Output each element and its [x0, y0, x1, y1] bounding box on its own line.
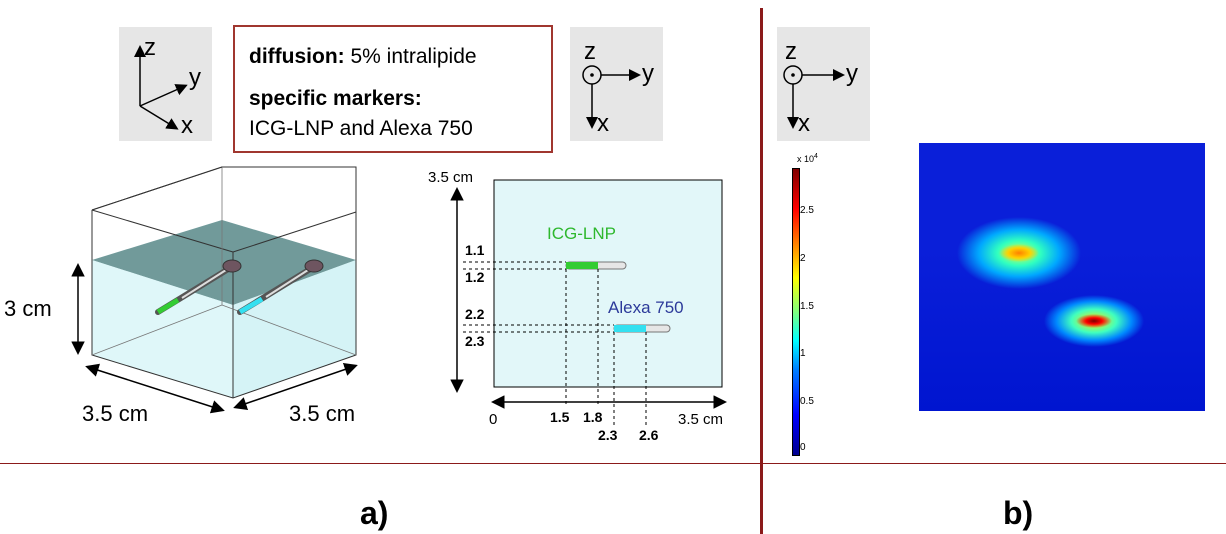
y-tick-1-2: 1.2 — [465, 269, 485, 285]
x-tick-1-5: 1.5 — [550, 409, 570, 425]
top-view-x-size: 3.5 cm — [678, 411, 724, 428]
colorbar-exponent: x 104 — [797, 153, 818, 164]
colorbar-tick-0: 0 — [800, 442, 806, 453]
top-view-origin: 0 — [489, 411, 498, 428]
axes-top-a-y-label: y — [642, 60, 654, 87]
colorbar — [792, 168, 800, 456]
y-tick-2-3: 2.3 — [465, 333, 485, 349]
axes-3d-y-label: y — [189, 64, 201, 91]
cube-width-left-label: 3.5 cm — [82, 401, 149, 426]
axes-3d-x-label: x — [181, 112, 193, 139]
colorbar-tick-1: 1 — [800, 348, 806, 359]
markers-label: specific markers: — [249, 87, 422, 110]
axes-top-a-box — [570, 27, 663, 141]
axes-top-b-x-label: x — [798, 110, 810, 137]
panel-b-label: b) — [1003, 495, 1034, 531]
axes-top-b-y-label: y — [846, 60, 858, 87]
x-tick-2-3: 2.3 — [598, 427, 618, 443]
vertical-divider — [760, 8, 763, 534]
markers-label-line: specific markers: — [249, 87, 422, 111]
axes-top-b-z-label: z — [785, 38, 797, 65]
diffusion-line: diffusion: 5% intralipide — [249, 45, 477, 69]
x-tick-1-8: 1.8 — [583, 409, 603, 425]
colorbar-tick-0-5: 0.5 — [800, 396, 814, 407]
axes-top-a-x-label: x — [597, 110, 609, 137]
horizontal-divider — [0, 463, 1226, 464]
diffusion-value: 5% intralipide — [350, 45, 477, 68]
markers-value: ICG-LNP and Alexa 750 — [249, 117, 473, 140]
top-view-y-size: 3.5 cm — [428, 169, 474, 186]
cube-height-label: 3 cm — [4, 296, 52, 321]
diffusion-label: diffusion: — [249, 45, 345, 68]
panel-a-label: a) — [360, 495, 389, 531]
fluorescence-heatmap — [919, 143, 1205, 411]
colorbar-tick-2: 2 — [800, 253, 806, 264]
cube-width-right-label: 3.5 cm — [289, 401, 356, 426]
axes-3d-z-label: z — [144, 34, 156, 61]
info-box: diffusion: 5% intralipide specific marke… — [233, 25, 553, 153]
axes-top-a-z-label: z — [584, 38, 596, 65]
colorbar-tick-2-5: 2.5 — [800, 205, 814, 216]
y-tick-2-2: 2.2 — [465, 306, 485, 322]
x-tick-2-6: 2.6 — [639, 427, 659, 443]
marker1-label: ICG-LNP — [547, 224, 616, 243]
colorbar-tick-1-5: 1.5 — [800, 301, 814, 312]
y-tick-1-1: 1.1 — [465, 242, 485, 258]
marker2-label: Alexa 750 — [608, 298, 684, 317]
